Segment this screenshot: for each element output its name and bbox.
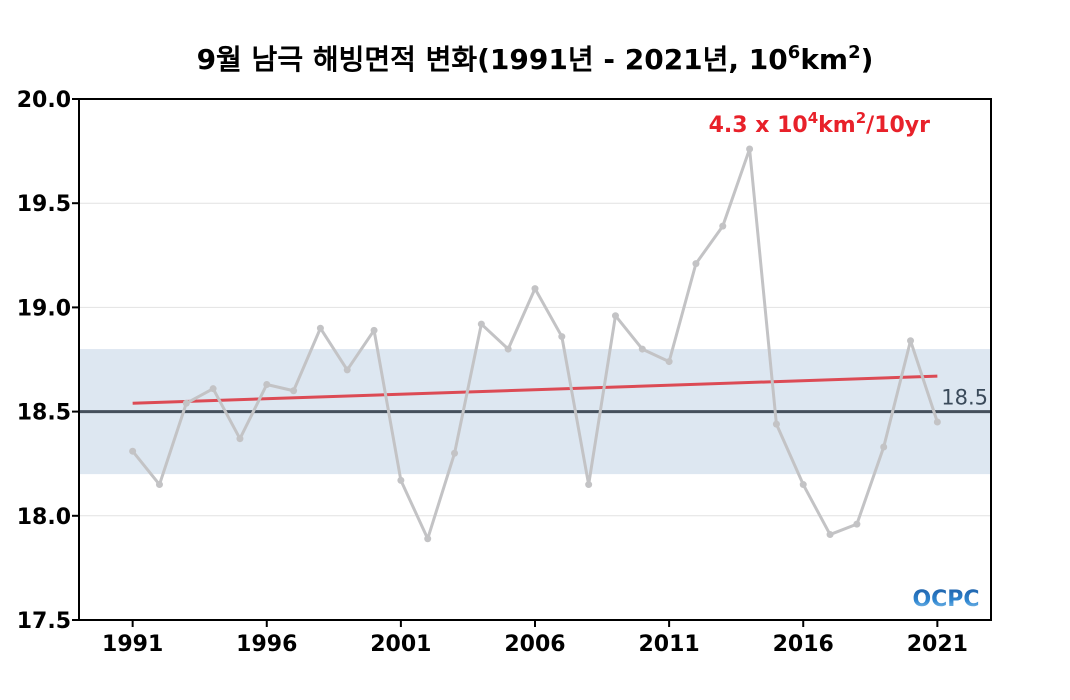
- trend-label: 4.3 x 104km2/10yr: [709, 109, 931, 138]
- data-point: [343, 366, 351, 374]
- data-point: [880, 443, 888, 451]
- data-point: [907, 337, 915, 345]
- logo-text: OCPC: [912, 587, 979, 612]
- x-tick-label: 2021: [907, 632, 968, 657]
- y-tick-label: 19.5: [17, 192, 71, 217]
- data-point: [155, 481, 163, 489]
- data-point: [209, 385, 217, 393]
- y-tick-label: 18.5: [17, 401, 71, 426]
- data-point: [129, 447, 137, 455]
- x-tick-label: 1991: [102, 632, 163, 657]
- x-tick-label: 1996: [236, 632, 297, 657]
- data-point: [853, 520, 861, 528]
- data-point: [477, 320, 485, 328]
- data-point: [397, 476, 405, 484]
- y-tick-label: 17.5: [17, 609, 71, 634]
- data-point: [504, 345, 512, 353]
- data-point: [263, 381, 271, 389]
- data-point: [316, 324, 324, 332]
- x-tick-label: 2016: [773, 632, 834, 657]
- trend-line: [132, 374, 938, 405]
- y-tick-label: 18.0: [17, 505, 71, 530]
- data-point: [692, 260, 700, 268]
- data-point: [290, 387, 298, 395]
- data-point: [531, 285, 539, 293]
- series-line: [131, 147, 939, 541]
- x-tick-label: 2011: [639, 632, 700, 657]
- data-point: [799, 481, 807, 489]
- data-point: [933, 418, 941, 426]
- data-point: [665, 358, 673, 366]
- data-point: [638, 345, 646, 353]
- ocpc-logo: OCPC: [912, 587, 979, 612]
- data-point: [772, 420, 780, 428]
- y-tick-label: 20.0: [17, 88, 71, 113]
- reference-line-label: 18.5: [941, 386, 988, 410]
- chart-title: 9월 남극 해빙면적 변화(1991년 - 2021년, 106km2): [197, 42, 874, 76]
- data-point: [182, 399, 190, 407]
- plot-frame: [78, 98, 992, 621]
- data-point: [719, 222, 727, 230]
- data-point: [585, 481, 593, 489]
- data-point: [236, 435, 244, 443]
- data-point: [826, 531, 834, 539]
- data-point: [558, 333, 566, 341]
- data-point: [370, 326, 378, 334]
- y-tick-label: 19.0: [17, 296, 71, 321]
- data-point: [746, 145, 754, 153]
- data-point: [424, 535, 432, 543]
- x-tick-label: 2001: [370, 632, 431, 657]
- x-tick-label: 2006: [504, 632, 565, 657]
- data-point: [451, 449, 459, 457]
- data-point: [611, 312, 619, 320]
